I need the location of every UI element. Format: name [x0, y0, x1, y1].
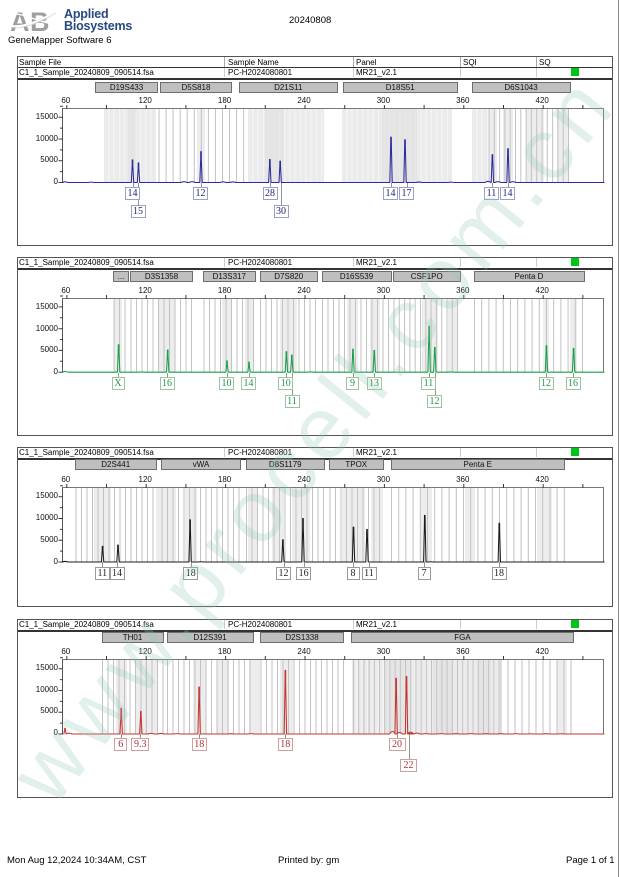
- svg-text:A: A: [11, 8, 30, 34]
